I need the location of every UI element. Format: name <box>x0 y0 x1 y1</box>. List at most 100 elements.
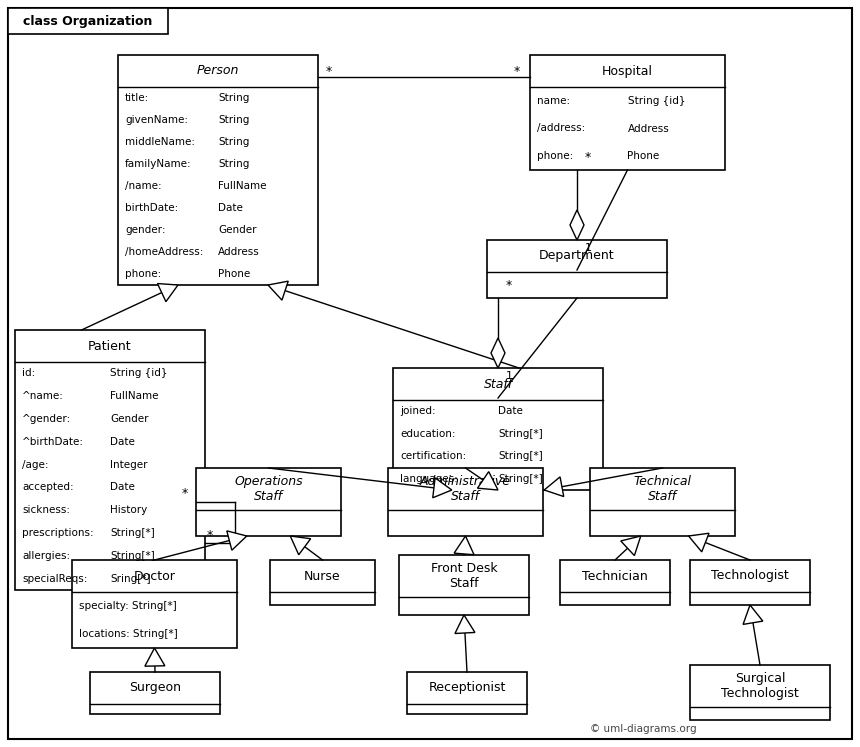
Text: Surgical
Technologist: Surgical Technologist <box>722 672 799 700</box>
Text: Administrative
Staff: Administrative Staff <box>420 475 511 503</box>
Text: familyName:: familyName: <box>125 159 192 169</box>
Polygon shape <box>433 478 452 498</box>
Text: *: * <box>506 279 513 293</box>
Text: History: History <box>110 505 147 515</box>
Text: Technical
Staff: Technical Staff <box>634 475 691 503</box>
Text: Receptionist: Receptionist <box>428 681 506 695</box>
Polygon shape <box>570 210 584 240</box>
Text: Patient: Patient <box>89 339 132 353</box>
Text: 1: 1 <box>506 371 513 381</box>
Polygon shape <box>268 281 288 300</box>
Text: Nurse: Nurse <box>304 569 341 583</box>
Bar <box>690 560 810 605</box>
Text: *: * <box>182 488 188 500</box>
Text: joined:: joined: <box>400 406 436 416</box>
Text: ^gender:: ^gender: <box>22 414 71 424</box>
Text: ^name:: ^name: <box>22 391 64 401</box>
Text: Date: Date <box>110 483 135 492</box>
Text: String: String <box>218 137 249 147</box>
Bar <box>72 560 237 648</box>
Text: class Organization: class Organization <box>23 14 153 28</box>
Text: Hospital: Hospital <box>602 64 653 78</box>
Text: Date: Date <box>110 437 135 447</box>
Bar <box>399 555 529 615</box>
Text: Gender: Gender <box>218 225 256 235</box>
Text: Gender: Gender <box>110 414 149 424</box>
Bar <box>487 240 667 298</box>
Text: Address: Address <box>218 247 260 257</box>
Bar <box>407 672 527 714</box>
Text: languages:: languages: <box>400 474 458 484</box>
Text: locations: String[*]: locations: String[*] <box>79 629 178 639</box>
Text: Front Desk
Staff: Front Desk Staff <box>431 562 497 590</box>
Text: sickness:: sickness: <box>22 505 70 515</box>
Text: Doctor: Doctor <box>133 569 175 583</box>
Polygon shape <box>144 648 165 666</box>
Bar <box>196 468 341 536</box>
Text: Technician: Technician <box>582 569 648 583</box>
Text: gender:: gender: <box>125 225 165 235</box>
Text: ^birthDate:: ^birthDate: <box>22 437 84 447</box>
Text: String {id}: String {id} <box>628 96 685 106</box>
Bar <box>388 468 543 536</box>
Polygon shape <box>455 615 475 633</box>
Text: accepted:: accepted: <box>22 483 74 492</box>
Text: middleName:: middleName: <box>125 137 195 147</box>
Text: *: * <box>326 64 332 78</box>
Bar <box>15 330 205 590</box>
Text: Technologist: Technologist <box>711 569 789 583</box>
Text: Integer: Integer <box>110 459 148 470</box>
Text: Sring[*]: Sring[*] <box>110 574 150 583</box>
Polygon shape <box>477 471 498 490</box>
Text: education:: education: <box>400 429 456 438</box>
Text: FullName: FullName <box>218 181 267 191</box>
Polygon shape <box>454 536 474 555</box>
Polygon shape <box>227 531 247 551</box>
Text: allergies:: allergies: <box>22 551 71 561</box>
Polygon shape <box>743 605 763 624</box>
Text: String[*]: String[*] <box>110 528 155 538</box>
Text: name:: name: <box>537 96 570 106</box>
Text: © uml-diagrams.org: © uml-diagrams.org <box>590 724 697 734</box>
Bar <box>8 8 168 34</box>
Text: String[*]: String[*] <box>498 429 543 438</box>
Text: 1: 1 <box>585 243 592 253</box>
Text: /homeAddress:: /homeAddress: <box>125 247 203 257</box>
Text: String: String <box>218 159 249 169</box>
Text: certification:: certification: <box>400 451 466 461</box>
Text: Surgeon: Surgeon <box>129 681 181 695</box>
Text: *: * <box>207 529 213 542</box>
Polygon shape <box>157 284 178 302</box>
Text: Phone: Phone <box>218 269 250 279</box>
Polygon shape <box>491 338 505 368</box>
Polygon shape <box>544 477 563 497</box>
Text: Department: Department <box>539 249 615 262</box>
Text: specialty: String[*]: specialty: String[*] <box>79 601 177 611</box>
Bar <box>393 368 603 490</box>
Bar <box>270 560 375 605</box>
Text: phone:: phone: <box>537 151 574 161</box>
Text: /address:: /address: <box>537 123 586 134</box>
Text: Date: Date <box>498 406 523 416</box>
Text: String {id}: String {id} <box>110 368 168 379</box>
Bar <box>590 468 735 536</box>
Text: String[*]: String[*] <box>498 474 543 484</box>
Bar <box>690 665 830 720</box>
Text: Address: Address <box>628 123 669 134</box>
Text: *: * <box>514 64 520 78</box>
Text: Phone: Phone <box>628 151 660 161</box>
Text: /age:: /age: <box>22 459 48 470</box>
Polygon shape <box>621 536 641 556</box>
Text: prescriptions:: prescriptions: <box>22 528 94 538</box>
Text: Date: Date <box>218 203 243 213</box>
Text: String[*]: String[*] <box>498 451 543 461</box>
Polygon shape <box>291 536 310 555</box>
Text: Operations
Staff: Operations Staff <box>234 475 303 503</box>
Polygon shape <box>689 533 709 552</box>
Text: Staff: Staff <box>483 377 513 391</box>
Text: title:: title: <box>125 93 150 103</box>
Text: specialReqs:: specialReqs: <box>22 574 88 583</box>
Bar <box>530 55 725 170</box>
Text: /name:: /name: <box>125 181 162 191</box>
Bar <box>560 560 670 605</box>
